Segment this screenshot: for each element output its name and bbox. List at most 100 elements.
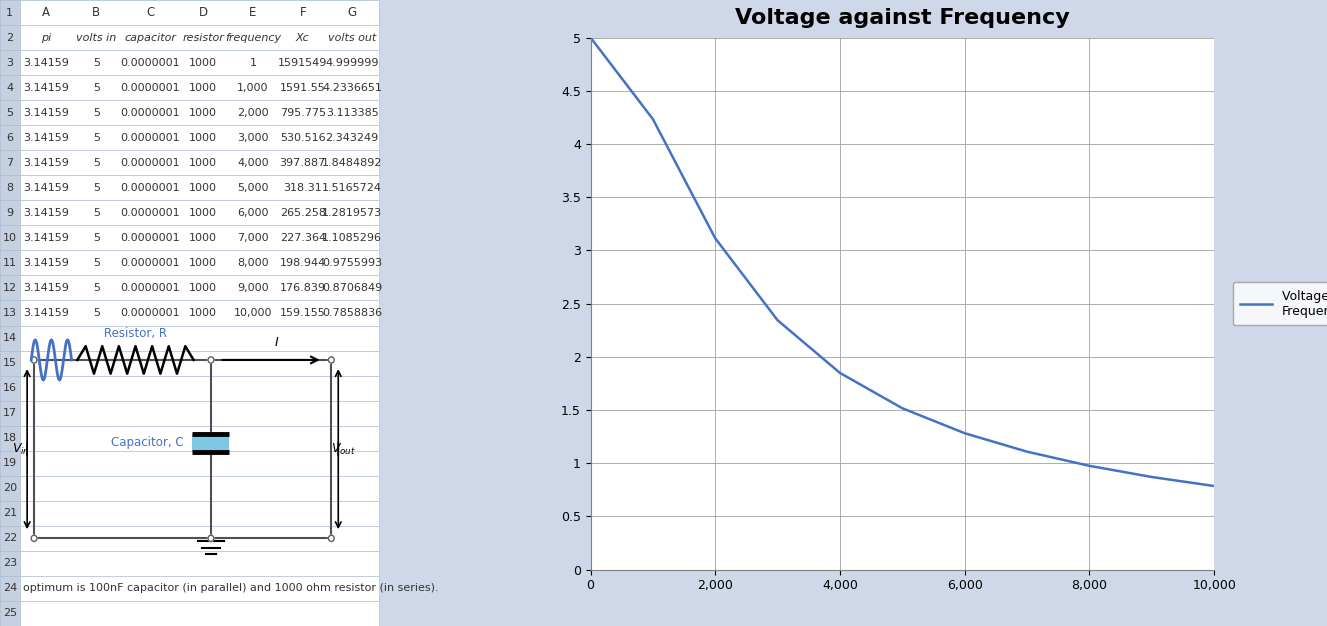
Bar [0,300,20,326]
Circle shape [208,357,214,363]
Text: C: C [146,6,154,19]
Text: 10: 10 [3,233,17,243]
Bar [0,501,20,526]
Bar [0,476,20,501]
Bar [0,576,20,601]
Text: 0.0000001: 0.0000001 [121,283,180,293]
Voltage against
Frequency [832,369,848,377]
Bar [0,326,20,351]
Bar [20,426,378,451]
Text: 159.155: 159.155 [280,308,325,318]
Text: F: F [300,6,307,19]
Text: 1.1085296: 1.1085296 [322,233,382,243]
Circle shape [31,535,37,541]
Bar [20,601,378,626]
Text: 198.944: 198.944 [280,258,326,268]
Text: 5: 5 [93,158,100,168]
Text: 1000: 1000 [190,283,218,293]
Text: 9: 9 [7,208,13,218]
Text: 1.8484892: 1.8484892 [322,158,382,168]
Text: 10,000: 10,000 [234,308,272,318]
Text: 5: 5 [93,283,100,293]
Text: 1000: 1000 [190,83,218,93]
Text: 5: 5 [93,308,100,318]
Bar [0,601,20,626]
Text: 5: 5 [93,108,100,118]
Text: $V_{out}$: $V_{out}$ [332,441,357,457]
Text: 3,000: 3,000 [238,133,268,143]
Text: 4.999999: 4.999999 [325,58,380,68]
Bar [20,150,378,175]
Text: Capacitor, C: Capacitor, C [111,436,184,449]
Text: 5: 5 [93,208,100,218]
Text: 0.8706849: 0.8706849 [322,283,382,293]
Bar [0,551,20,576]
Text: 24: 24 [3,583,17,593]
Bar [0,0,20,25]
Text: 5: 5 [93,233,100,243]
Text: 0.7858836: 0.7858836 [322,308,382,318]
Text: E: E [249,6,256,19]
Text: pi: pi [41,33,52,43]
Text: 795.775: 795.775 [280,108,326,118]
Bar [0,150,20,175]
Text: 1000: 1000 [190,208,218,218]
Text: 3.113385: 3.113385 [325,108,378,118]
Text: volts in: volts in [76,33,117,43]
Bar [20,125,378,150]
Text: 15: 15 [3,358,17,368]
Text: 6,000: 6,000 [238,208,268,218]
Text: 1000: 1000 [190,308,218,318]
Text: 25: 25 [3,608,17,618]
Text: 0.0000001: 0.0000001 [121,308,180,318]
Text: 1: 1 [249,58,256,68]
Text: 22: 22 [3,533,17,543]
Text: 7: 7 [7,158,13,168]
Text: 17: 17 [3,408,17,418]
Bar [0,351,20,376]
Text: B: B [93,6,101,19]
Text: 0.0000001: 0.0000001 [121,208,180,218]
Bar [20,551,378,576]
Bar [0,200,20,225]
Bar [20,25,378,50]
Voltage against
Frequency [894,404,910,412]
Bar [0,526,20,551]
Text: 3: 3 [7,58,13,68]
Text: 2.343249: 2.343249 [325,133,378,143]
Text: D: D [199,6,208,19]
Text: 20: 20 [3,483,17,493]
Text: 318.31: 318.31 [284,183,322,193]
Voltage against
Frequency [1206,482,1222,490]
Text: 18: 18 [3,433,17,443]
Text: 0.0000001: 0.0000001 [121,158,180,168]
Text: 1000: 1000 [190,258,218,268]
Text: 1000: 1000 [190,158,218,168]
Text: 5: 5 [93,83,100,93]
Bar [20,300,378,326]
Text: 3.14159: 3.14159 [24,183,69,193]
Text: 16: 16 [3,383,17,393]
Bar [0,175,20,200]
Text: 13: 13 [3,308,17,318]
Text: resistor: resistor [182,33,224,43]
Text: 1.5165724: 1.5165724 [322,183,382,193]
Bar [20,75,378,100]
Text: 23: 23 [3,558,17,568]
Text: 0.0000001: 0.0000001 [121,108,180,118]
Text: 0.0000001: 0.0000001 [121,233,180,243]
Bar [0,50,20,75]
Bar [0,0,378,25]
Text: I: I [275,336,279,349]
Text: 8,000: 8,000 [238,258,268,268]
Text: optimum is 100nF capacitor (in parallel) and 1000 ohm resistor (in series).: optimum is 100nF capacitor (in parallel)… [23,583,438,593]
Text: 1000: 1000 [190,183,218,193]
Bar [0,401,20,426]
Text: 14: 14 [3,333,17,343]
Bar [20,225,378,250]
Text: 5: 5 [93,258,100,268]
Voltage against
Frequency [1082,462,1097,470]
Bar [20,50,378,75]
Text: 397.887: 397.887 [280,158,326,168]
Bar [20,501,378,526]
